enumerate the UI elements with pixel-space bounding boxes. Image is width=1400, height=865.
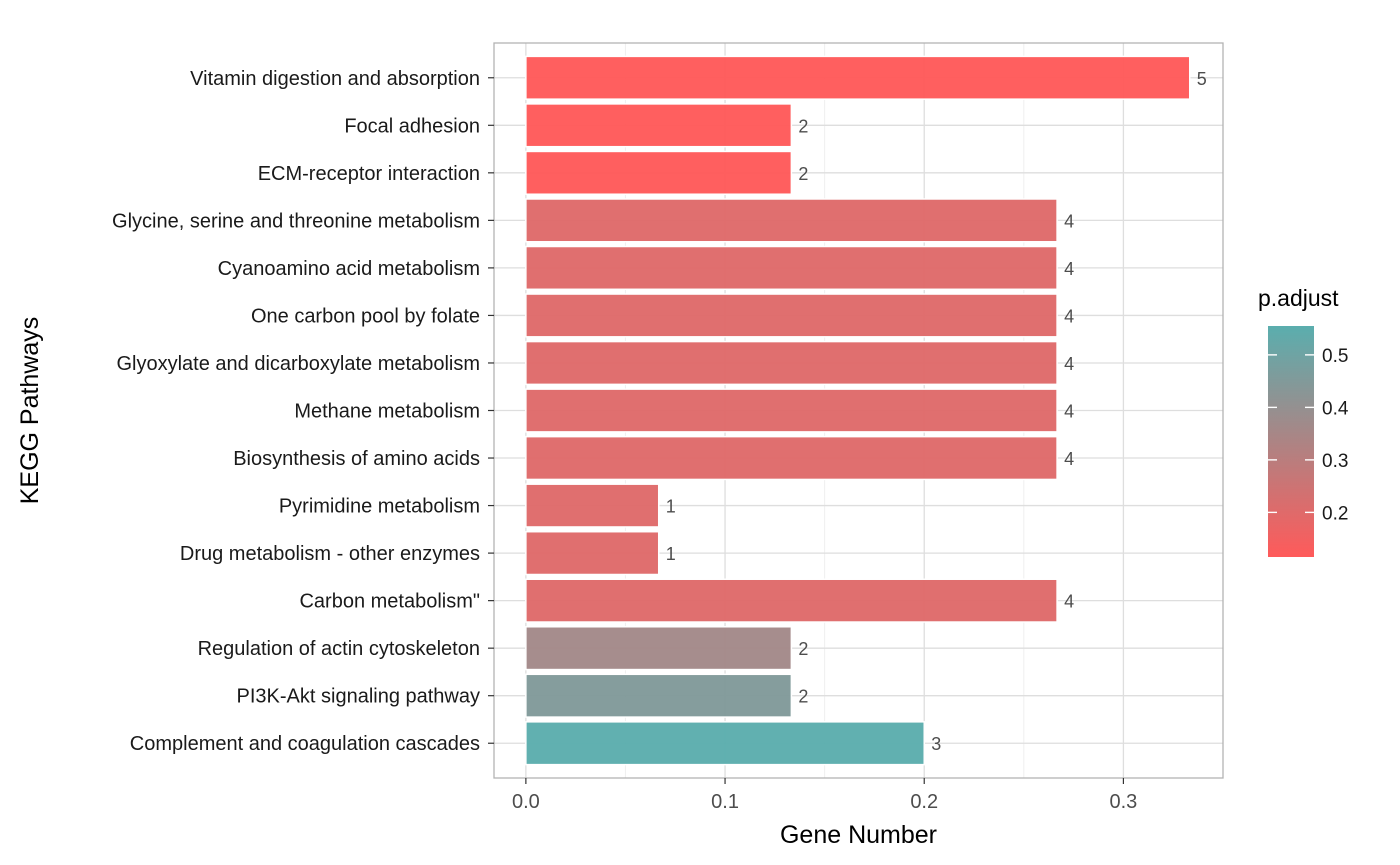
bar (525, 388, 1058, 433)
y-category-label: Complement and coagulation cascades (130, 733, 480, 755)
x-tick-label: 0.0 (512, 791, 540, 813)
bar-value-label: 4 (1064, 354, 1074, 374)
bar (525, 198, 1058, 243)
y-category-label: Methane metabolism (294, 401, 480, 423)
bar-value-label: 1 (666, 544, 676, 564)
bar (525, 435, 1058, 481)
y-category-label: One carbon pool by folate (251, 305, 480, 327)
y-category-label: Carbon metabolism" (299, 591, 480, 613)
legend-ticks: 0.2 0.3 0.4 0.5 (1268, 346, 1349, 524)
bar-value-label: 2 (798, 164, 808, 184)
legend-title: p.adjust (1258, 285, 1339, 311)
bar (525, 103, 793, 148)
bar (525, 150, 793, 195)
bar-value-label: 1 (666, 497, 676, 517)
bar-value-label: 4 (1064, 306, 1074, 326)
y-category-label: Regulation of actin cytoskeleton (198, 638, 480, 660)
bar-value-label: 2 (798, 687, 808, 707)
y-axis-category-labels: Vitamin digestion and absorption Focal ad… (112, 68, 494, 755)
bar-value-label: 3 (931, 734, 941, 754)
y-category-label: Vitamin digestion and absorption (190, 68, 480, 90)
color-legend: p.adjust 0.2 0.3 0.4 0.5 (1258, 285, 1349, 557)
bar (525, 721, 925, 766)
bar-value-label: 4 (1064, 259, 1074, 279)
bar-value-labels: 5 2 2 4 4 4 4 4 4 1 1 4 2 2 3 (666, 69, 1207, 754)
y-category-label: Drug metabolism - other enzymes (180, 543, 480, 565)
x-axis-title: Gene Number (780, 821, 937, 849)
legend-tick-label: 0.4 (1322, 398, 1349, 419)
y-category-label: Pyrimidine metabolism (279, 496, 480, 518)
y-category-label: Glyoxylate and dicarboxylate metabolism (116, 353, 480, 375)
legend-tick-label: 0.5 (1322, 346, 1348, 367)
bar (525, 340, 1058, 386)
bar (525, 530, 660, 576)
bars (525, 55, 1191, 766)
x-tick-label: 0.2 (910, 791, 938, 813)
y-category-label: ECM-receptor interaction (258, 163, 480, 185)
bar (525, 55, 1191, 100)
bar-value-label: 4 (1064, 211, 1074, 231)
bar (525, 245, 1058, 291)
bar-value-label: 4 (1064, 592, 1074, 612)
legend-tick-label: 0.3 (1322, 451, 1348, 472)
y-category-label: Focal adhesion (344, 115, 480, 137)
bar (525, 293, 1058, 338)
bar (525, 578, 1058, 623)
y-category-label: Glycine, serine and threonine metabolism (112, 210, 480, 232)
y-category-label: Cyanoamino acid metabolism (218, 258, 480, 280)
bar-value-label: 4 (1064, 449, 1074, 469)
x-axis-ticks: 0.0 0.1 0.2 0.3 (512, 778, 1137, 813)
bar-value-label: 2 (798, 116, 808, 136)
y-category-label: Biosynthesis of amino acids (233, 448, 480, 470)
x-tick-label: 0.1 (711, 791, 739, 813)
bar-value-label: 5 (1197, 69, 1207, 89)
bar (525, 483, 660, 528)
x-tick-label: 0.3 (1110, 791, 1138, 813)
bar-value-label: 4 (1064, 402, 1074, 422)
legend-colorbar (1268, 326, 1314, 557)
y-category-label: PI3K-Akt signaling pathway (237, 686, 480, 708)
legend-tick-label: 0.2 (1322, 503, 1348, 524)
bar (525, 673, 793, 718)
y-axis-title: KEGG Pathways (16, 317, 44, 505)
bar-value-label: 2 (798, 639, 808, 659)
bar (525, 626, 793, 671)
